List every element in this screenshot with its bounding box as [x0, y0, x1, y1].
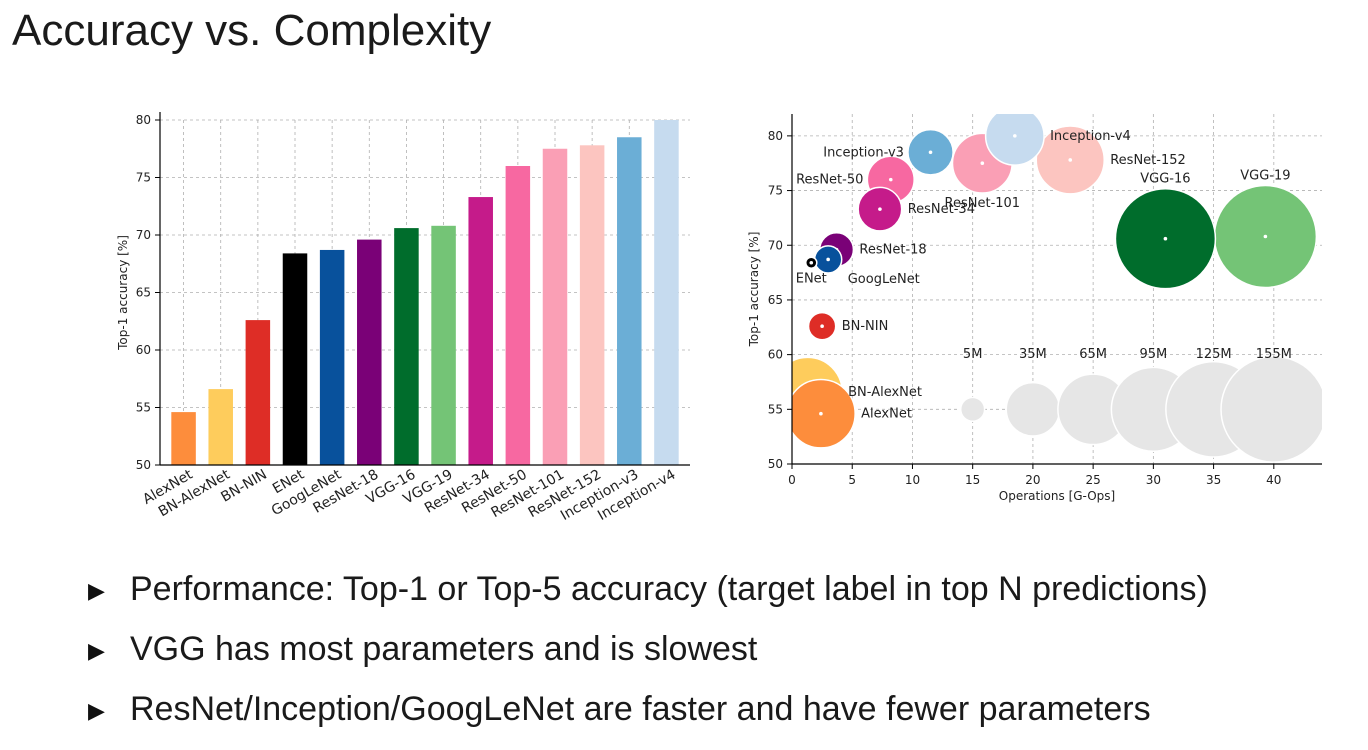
- bar: [542, 148, 568, 465]
- y-axis-label: Top-1 accuracy [%]: [116, 235, 130, 351]
- y-tick-label: 65: [136, 286, 151, 300]
- bar: [654, 120, 679, 465]
- y-tick-label: 70: [768, 238, 783, 252]
- slide-title: Accuracy vs. Complexity: [12, 6, 492, 55]
- y-tick-label: 70: [136, 228, 151, 242]
- bar: [468, 197, 493, 466]
- bubble-center-dot: [826, 257, 830, 262]
- bullet-item: ResNet/Inception/GoogLeNet are faster an…: [88, 690, 1208, 750]
- bubble-label: ENet: [796, 271, 827, 286]
- bubble-label: GoogLeNet: [848, 272, 920, 287]
- x-tick-label: 10: [905, 473, 920, 487]
- size-legend-bubble: [1005, 381, 1061, 437]
- plot-area: [792, 114, 1322, 463]
- bubble-label: AlexNet: [861, 407, 912, 422]
- size-legend-label: 65M: [1079, 347, 1107, 362]
- x-tick-label: 0: [788, 473, 796, 487]
- bubble-label: ResNet-50: [796, 173, 863, 188]
- y-tick-label: 50: [768, 457, 783, 471]
- y-tick-label: 80: [768, 129, 783, 143]
- bubble-label: ResNet-18: [859, 243, 926, 258]
- bubble-label: ResNet-152: [1110, 153, 1186, 168]
- size-legend-label: 35M: [1019, 347, 1047, 362]
- size-legend-label: 125M: [1196, 347, 1232, 362]
- bubble-center-dot: [878, 207, 882, 211]
- bubble-center-dot: [819, 411, 823, 416]
- bar: [319, 249, 345, 465]
- y-tick-label: 60: [136, 343, 151, 357]
- bubble-center-dot: [1163, 236, 1168, 241]
- y-tick-label: 75: [768, 184, 783, 198]
- bubble: [984, 114, 1045, 166]
- bubble-label: BN-NIN: [842, 319, 889, 334]
- y-tick-label: 65: [768, 293, 783, 307]
- bubble: [792, 378, 856, 449]
- bar: [579, 145, 605, 466]
- size-legend-label: 155M: [1256, 347, 1292, 362]
- bar: [505, 166, 531, 465]
- bubble-center-dot: [1263, 234, 1268, 239]
- bubble-label: VGG-16: [1140, 172, 1190, 187]
- bar: [394, 228, 419, 465]
- x-tick-label: 40: [1266, 473, 1281, 487]
- bullet-item: VGG has most parameters and is slowest: [88, 630, 1208, 690]
- bubble-center-dot: [980, 161, 985, 166]
- bar: [357, 239, 382, 465]
- bubble-label: Inception-v4: [1050, 129, 1131, 144]
- bar: [431, 225, 456, 465]
- size-legend-label: 5M: [963, 347, 983, 362]
- bubble-center-dot: [820, 324, 824, 328]
- size-legend-bubble: [1220, 355, 1322, 463]
- y-tick-label: 75: [136, 171, 151, 185]
- bubble-center-dot: [888, 177, 893, 182]
- x-tick-label: 30: [1146, 473, 1161, 487]
- bubble-label: BN-AlexNet: [848, 385, 922, 400]
- bubble-label: Inception-v3: [823, 145, 904, 160]
- y-tick-label: 60: [768, 348, 783, 362]
- x-tick-label: 5: [848, 473, 856, 487]
- size-legend-label: 95M: [1139, 347, 1167, 362]
- y-tick-label: 50: [136, 458, 151, 472]
- x-axis-label: Operations [G-Ops]: [999, 489, 1115, 503]
- bar: [617, 137, 642, 465]
- bar: [208, 389, 233, 465]
- bar: [282, 253, 308, 465]
- bullet-list: Performance: Top-1 or Top-5 accuracy (ta…: [88, 570, 1208, 750]
- bar: [171, 412, 196, 465]
- y-tick-label: 55: [768, 402, 783, 416]
- size-legend-bubble: [959, 396, 986, 423]
- x-tick-label: 25: [1085, 473, 1100, 487]
- x-tick-label: 35: [1206, 473, 1221, 487]
- bubble-center-dot: [928, 150, 933, 155]
- bubble-center-dot: [1068, 158, 1073, 162]
- x-tick-label: 20: [1025, 473, 1040, 487]
- bubble-label: ResNet-34: [908, 202, 975, 217]
- bubble-center-dot: [1013, 134, 1017, 138]
- bullet-item: Performance: Top-1 or Top-5 accuracy (ta…: [88, 570, 1208, 630]
- y-tick-label: 80: [136, 113, 151, 127]
- bar: [245, 320, 271, 465]
- bubble-center-dot: [809, 260, 814, 265]
- bubble-label: ResNet-101: [945, 196, 1021, 211]
- accuracy-vs-operations-bubble-chart: 0 5 10 15 20 25 30 35 40 50 55 60 65 70 75 80 5M 35M 65M 95…: [747, 114, 1322, 503]
- bubble-label: VGG-19: [1240, 169, 1290, 184]
- y-axis-label: Top-1 accuracy [%]: [747, 232, 761, 348]
- x-tick-label: 15: [965, 473, 980, 487]
- y-tick-label: 55: [136, 401, 151, 415]
